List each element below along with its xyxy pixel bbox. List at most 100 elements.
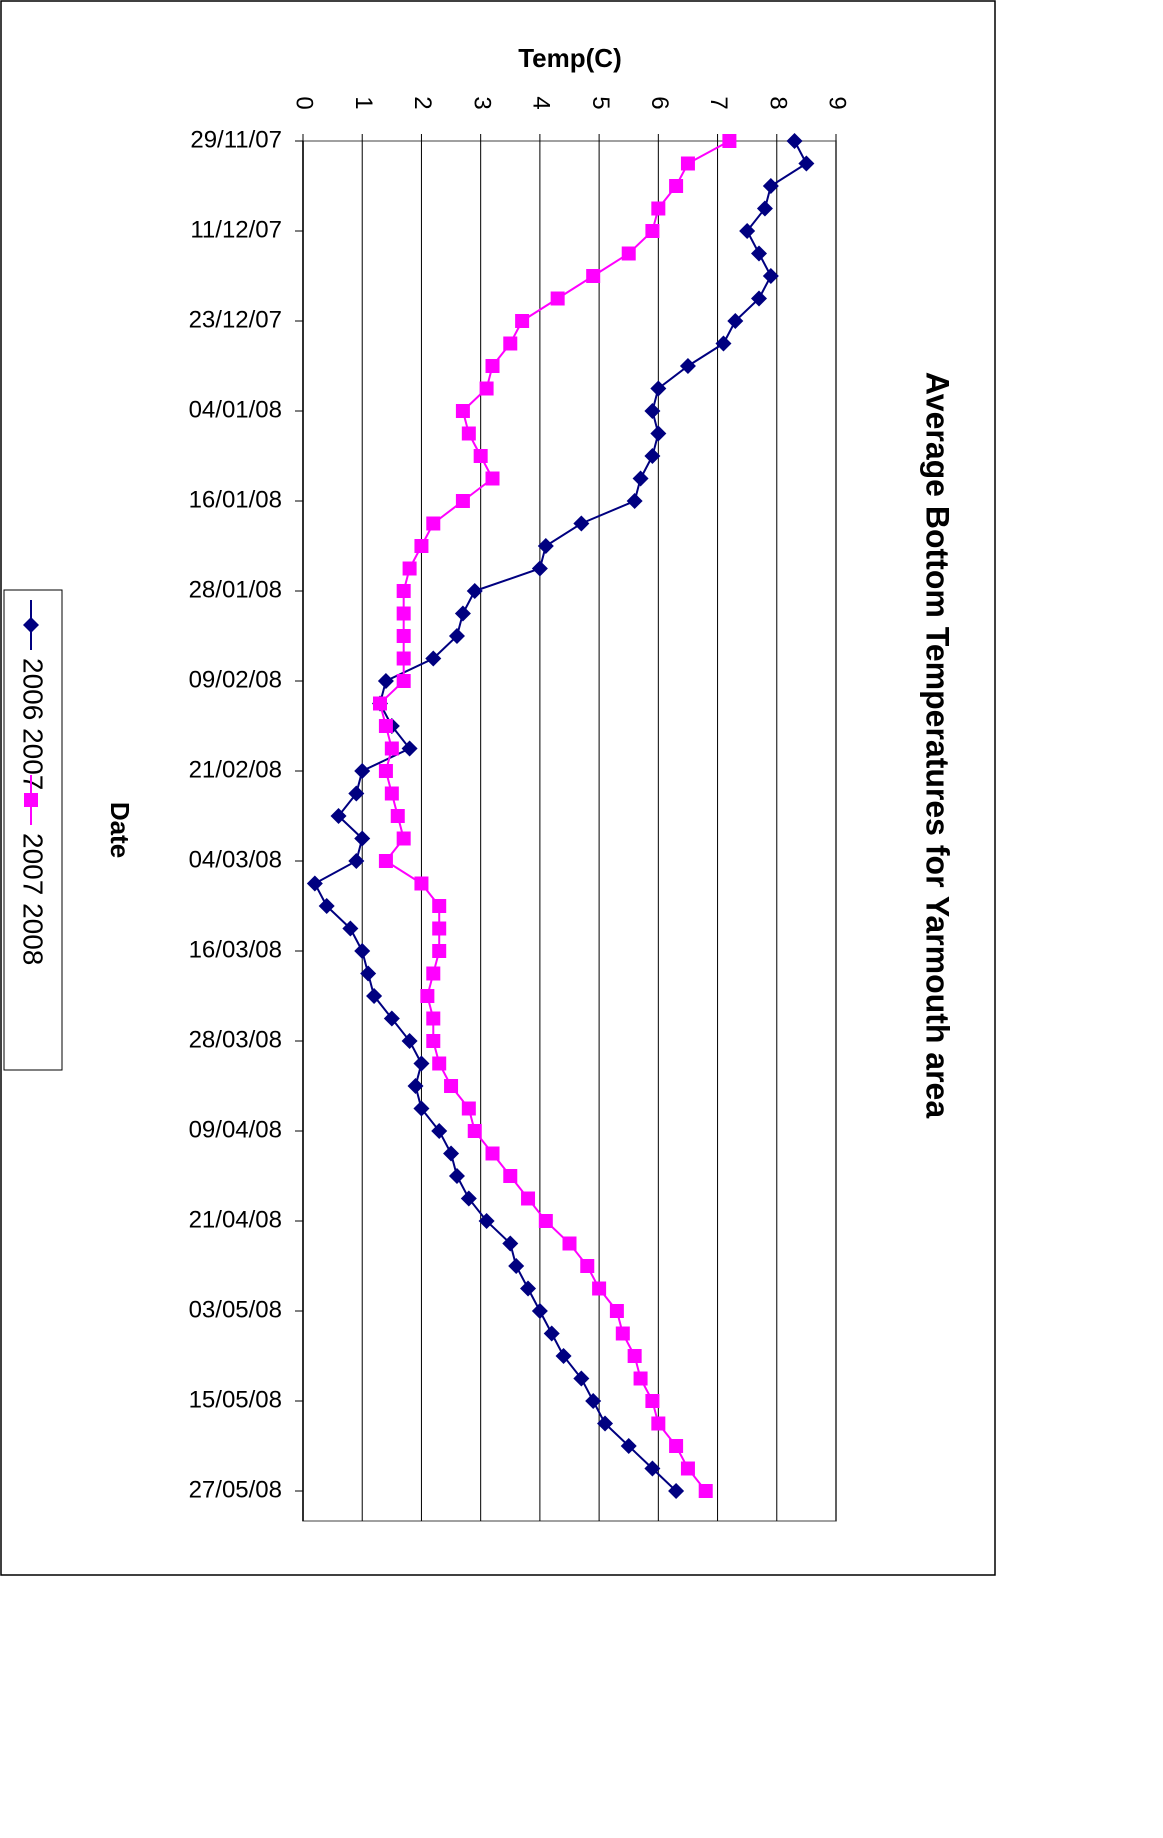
data-point bbox=[420, 989, 435, 1003]
data-point bbox=[573, 1370, 590, 1387]
y-tick-label: 9 bbox=[824, 96, 851, 109]
data-point bbox=[668, 1483, 685, 1499]
data-point bbox=[426, 516, 441, 531]
data-point bbox=[473, 449, 488, 463]
data-point bbox=[402, 561, 417, 576]
data-point bbox=[432, 944, 447, 958]
data-point bbox=[626, 493, 643, 509]
data-point bbox=[348, 853, 365, 869]
x-tick-label: 28/01/08 bbox=[189, 576, 282, 603]
data-point bbox=[531, 1303, 548, 1319]
x-tick-label: 11/12/07 bbox=[190, 216, 282, 243]
data-point bbox=[432, 921, 447, 936]
data-point bbox=[751, 245, 768, 262]
data-point bbox=[515, 314, 530, 328]
data-point bbox=[597, 1415, 614, 1432]
data-point bbox=[383, 1010, 400, 1027]
data-point bbox=[627, 1349, 642, 1363]
data-point bbox=[586, 269, 601, 283]
data-point bbox=[432, 899, 447, 913]
data-point bbox=[650, 425, 667, 442]
data-point bbox=[521, 1191, 536, 1206]
data-point bbox=[342, 920, 359, 937]
x-tick-label: 28/03/08 bbox=[189, 1026, 282, 1053]
data-point bbox=[715, 335, 732, 352]
data-point bbox=[645, 1394, 660, 1408]
y-tick-label: 7 bbox=[705, 96, 732, 109]
data-point bbox=[651, 1416, 666, 1431]
y-axis-title: Temp(C) bbox=[518, 43, 622, 73]
data-point bbox=[414, 876, 429, 891]
x-tick-label: 27/05/08 bbox=[189, 1476, 282, 1503]
data-point bbox=[679, 358, 696, 374]
y-tick-label: 0 bbox=[291, 96, 318, 109]
data-point bbox=[503, 1169, 518, 1183]
data-point bbox=[396, 606, 411, 621]
data-point bbox=[644, 403, 661, 419]
x-tick-label: 03/05/08 bbox=[189, 1296, 282, 1323]
data-point bbox=[722, 134, 737, 148]
x-tick-label: 09/04/08 bbox=[189, 1116, 282, 1143]
data-point bbox=[632, 470, 649, 487]
data-point bbox=[592, 1281, 607, 1296]
data-point bbox=[762, 268, 779, 284]
data-point bbox=[727, 313, 744, 329]
chart-title: Average Bottom Temperatures for Yarmouth… bbox=[920, 372, 956, 1119]
data-point bbox=[466, 583, 483, 599]
legend-label: 2007 2008 bbox=[18, 833, 49, 965]
data-point bbox=[503, 336, 518, 351]
data-point bbox=[366, 988, 383, 1004]
data-point bbox=[479, 381, 494, 396]
legend-label: 2006 2007 bbox=[18, 658, 49, 790]
x-tick-label: 21/04/08 bbox=[189, 1206, 282, 1233]
x-tick-label: 16/01/08 bbox=[189, 486, 282, 513]
data-point bbox=[467, 1124, 482, 1138]
data-point bbox=[751, 290, 768, 307]
x-tick-label: 09/02/08 bbox=[189, 666, 282, 693]
data-point bbox=[378, 854, 393, 868]
data-point bbox=[644, 1460, 661, 1477]
legend-marker bbox=[24, 793, 38, 807]
data-point bbox=[573, 515, 590, 532]
data-point bbox=[798, 155, 815, 172]
data-point bbox=[786, 133, 803, 149]
data-point bbox=[580, 1259, 595, 1273]
data-point bbox=[680, 1461, 695, 1476]
data-point bbox=[669, 179, 684, 193]
data-point bbox=[378, 764, 393, 778]
data-point bbox=[354, 943, 371, 959]
data-point bbox=[455, 404, 470, 418]
y-tick-label: 5 bbox=[587, 96, 614, 109]
data-point bbox=[585, 1393, 602, 1409]
data-point bbox=[698, 1484, 713, 1498]
data-point bbox=[378, 719, 393, 733]
x-tick-label: 04/01/08 bbox=[189, 396, 282, 423]
data-point bbox=[396, 674, 411, 688]
data-point bbox=[396, 831, 411, 846]
data-point bbox=[384, 741, 399, 756]
data-point bbox=[318, 898, 335, 914]
data-point bbox=[377, 673, 394, 689]
x-axis-title: Date bbox=[105, 802, 135, 858]
data-point bbox=[396, 584, 411, 598]
data-point bbox=[762, 178, 779, 194]
data-point bbox=[756, 200, 773, 217]
legend-marker bbox=[23, 617, 39, 633]
data-point bbox=[448, 628, 465, 644]
y-tick-label: 2 bbox=[409, 96, 436, 109]
legend bbox=[3, 589, 63, 1071]
data-point bbox=[645, 224, 660, 238]
plot-area bbox=[302, 140, 837, 1522]
data-point bbox=[407, 1078, 424, 1094]
data-point bbox=[502, 1235, 519, 1252]
data-point bbox=[348, 785, 365, 802]
data-point bbox=[621, 246, 636, 261]
data-point bbox=[413, 1055, 430, 1072]
data-point bbox=[460, 1190, 477, 1207]
data-point bbox=[739, 223, 756, 239]
x-tick-label: 29/11/07 bbox=[190, 126, 282, 153]
data-point bbox=[562, 1236, 577, 1251]
data-point bbox=[461, 426, 476, 441]
